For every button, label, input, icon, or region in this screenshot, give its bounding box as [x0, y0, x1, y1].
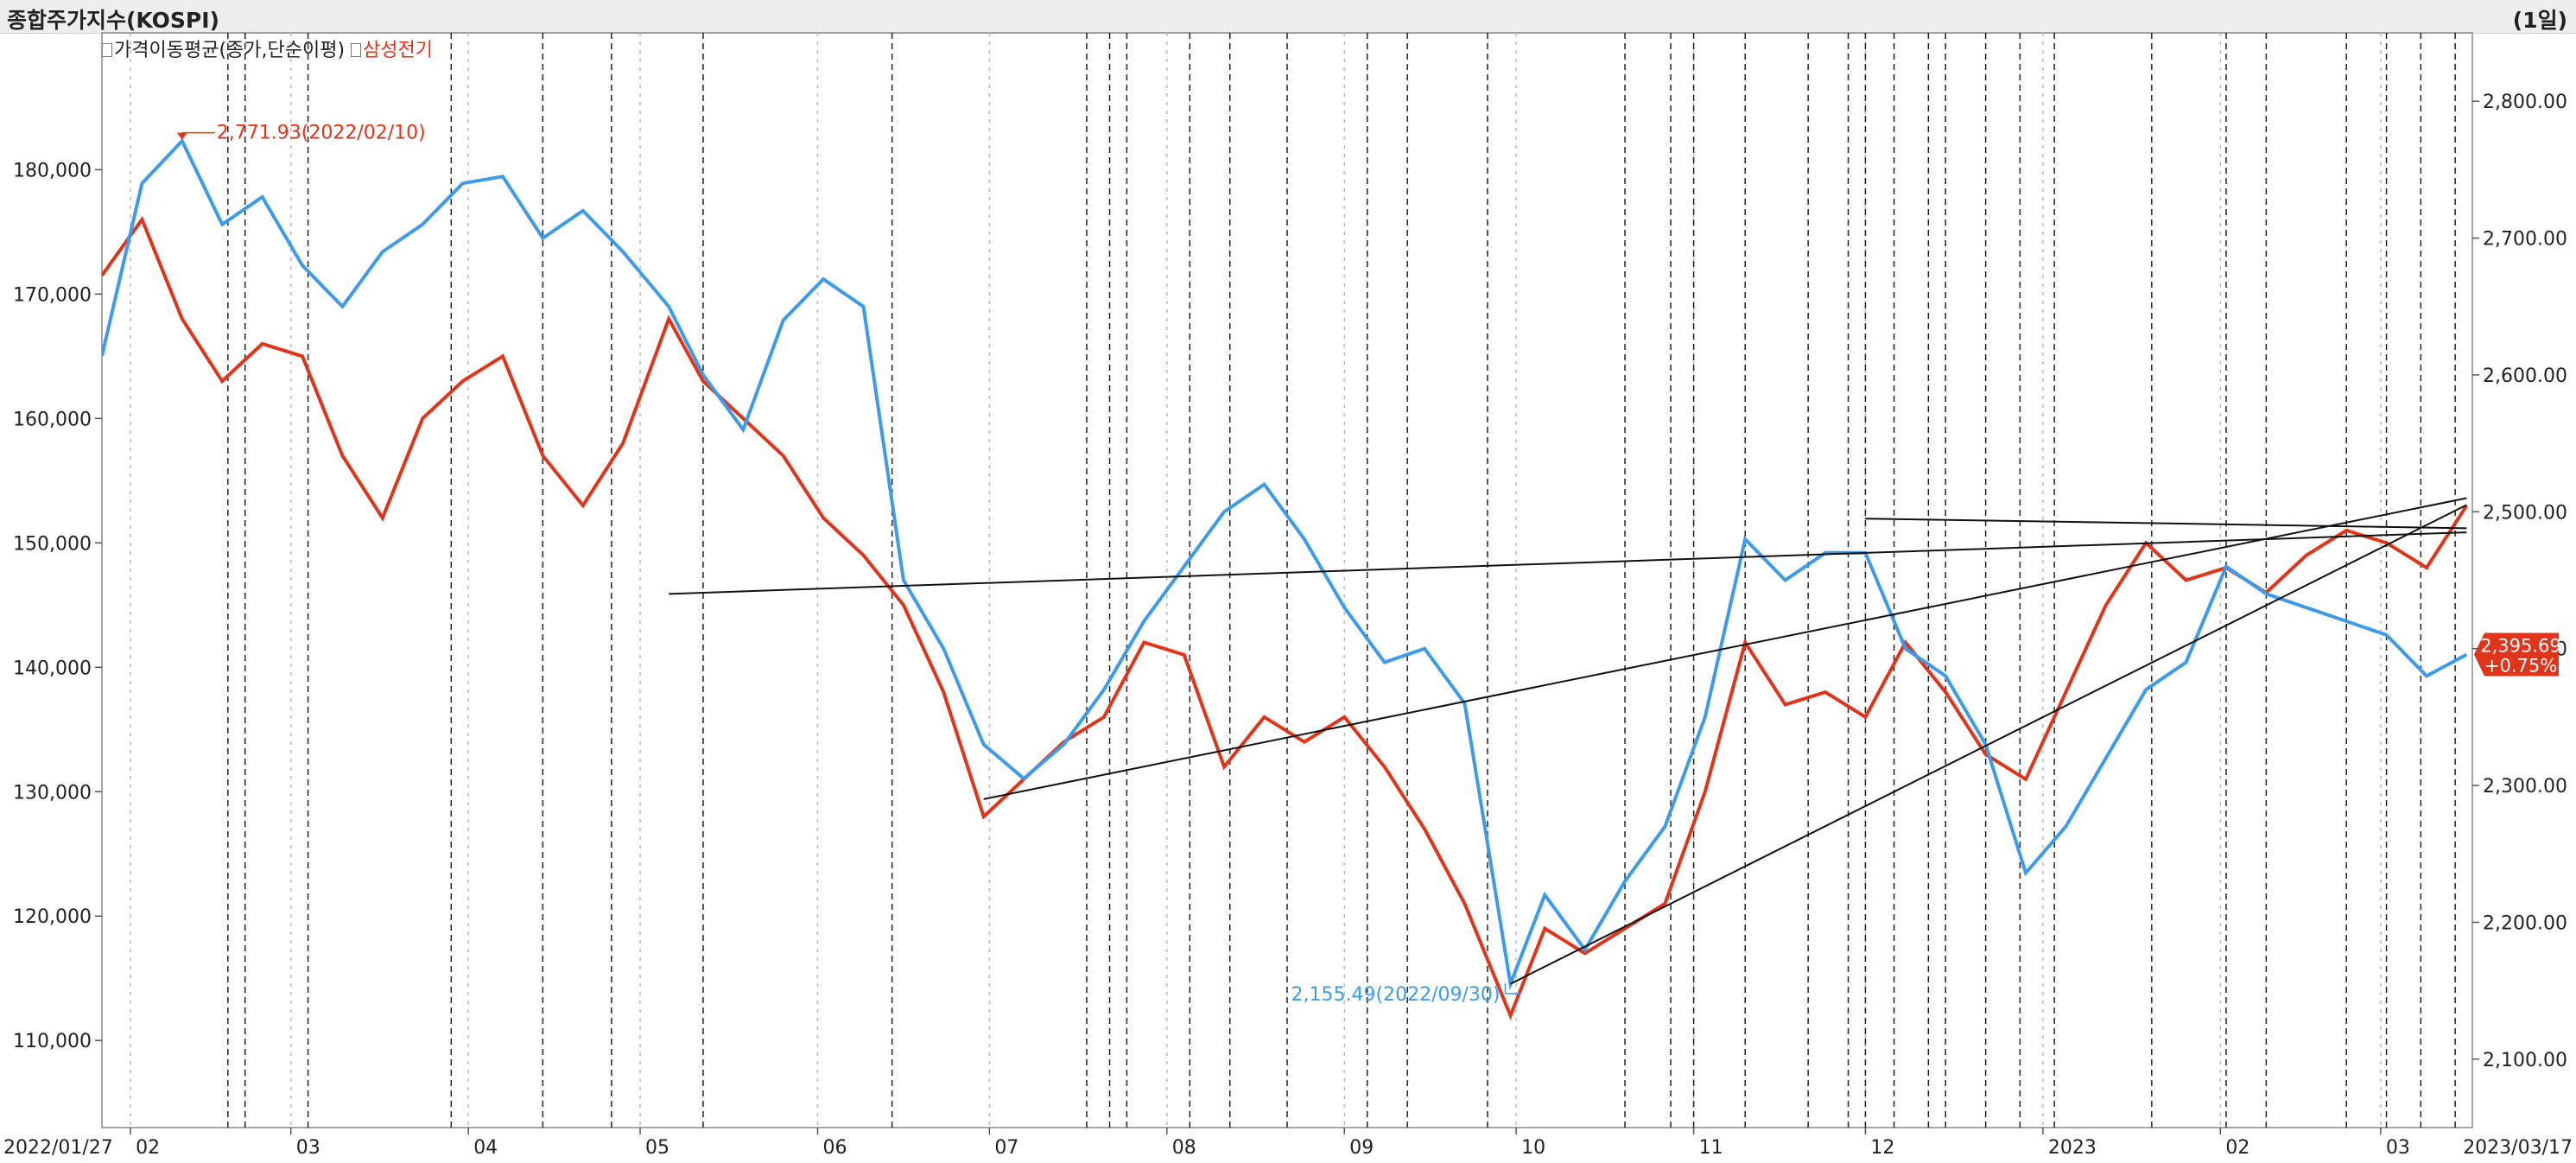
trendline — [1510, 504, 2467, 985]
x-tick-label: 2023 — [2048, 1137, 2097, 1159]
y-left-tick-label: 120,000 — [13, 906, 92, 928]
y-left-tick-label: 150,000 — [13, 533, 92, 555]
y-right-tick-label: 2,200.00 — [2483, 912, 2567, 934]
x-tick-label: 05 — [645, 1137, 669, 1159]
trendline — [1865, 518, 2467, 530]
x-tick-label: 06 — [823, 1137, 847, 1159]
legend: 가격이동평균(종가,단순이평) 삼성전기 — [102, 35, 433, 62]
y-right-tick-label: 2,100.00 — [2483, 1050, 2567, 1071]
x-tick-label: 10 — [1521, 1137, 1545, 1159]
series-line-kospi — [102, 137, 2468, 991]
legend-checkbox-icon[interactable] — [351, 43, 362, 57]
y-right-tick-label: 2,600.00 — [2483, 365, 2567, 387]
period-label[interactable]: (1일) — [2512, 8, 2567, 33]
annotation-high-label: 2,771.93(2022/02/10) — [217, 123, 426, 144]
annotation-low-label: 2,155.49(2022/09/30) — [1291, 984, 1501, 1006]
x-tick-label: 07 — [994, 1137, 1018, 1159]
annotation-high-marker — [176, 132, 187, 140]
chart-title: 종합주가지수(KOSPI) — [7, 8, 219, 33]
legend-item-moving-average[interactable]: 가격이동평균(종가,단순이평) — [114, 40, 346, 61]
x-tick-label: 09 — [1349, 1137, 1374, 1159]
x-tick-label: 11 — [1699, 1137, 1723, 1159]
trendline — [669, 531, 2467, 595]
x-tick-label: 08 — [1172, 1137, 1196, 1159]
last-value-badge — [2474, 632, 2559, 677]
y-right-tick-label: 2,700.00 — [2483, 229, 2567, 251]
y-left-tick-label: 110,000 — [13, 1031, 92, 1052]
x-tick-label: 12 — [1870, 1137, 1894, 1159]
last-value-change: +0.75% — [2484, 656, 2557, 677]
last-value-text: 2,395.69 — [2480, 636, 2561, 657]
plot-area — [101, 32, 2473, 1128]
x-tick-label: 04 — [473, 1137, 498, 1159]
y-left-tick-label: 140,000 — [13, 658, 92, 679]
legend-item-samsung[interactable]: 삼성전기 — [363, 40, 434, 61]
x-start-label: 2022/01/27 — [3, 1137, 113, 1159]
x-tick-label: 02 — [2225, 1137, 2249, 1159]
x-tick-label: 03 — [296, 1137, 320, 1159]
series-line-samsung — [102, 215, 2469, 1020]
x-end-label: 2023/03/17 — [2463, 1137, 2573, 1159]
x-tick-label: 03 — [2386, 1137, 2410, 1159]
y-left-tick-label: 170,000 — [13, 284, 92, 306]
trendline — [983, 497, 2467, 800]
y-right-tick-label: 2,300.00 — [2483, 776, 2567, 798]
y-right-tick-label: 2,500.00 — [2483, 502, 2567, 524]
y-left-tick-label: 160,000 — [13, 409, 92, 430]
x-tick-label: 02 — [136, 1137, 160, 1159]
y-left-tick-label: 180,000 — [13, 160, 92, 181]
y-right-tick-label: 2,800.00 — [2483, 92, 2567, 113]
y-left-tick-label: 130,000 — [13, 782, 92, 804]
